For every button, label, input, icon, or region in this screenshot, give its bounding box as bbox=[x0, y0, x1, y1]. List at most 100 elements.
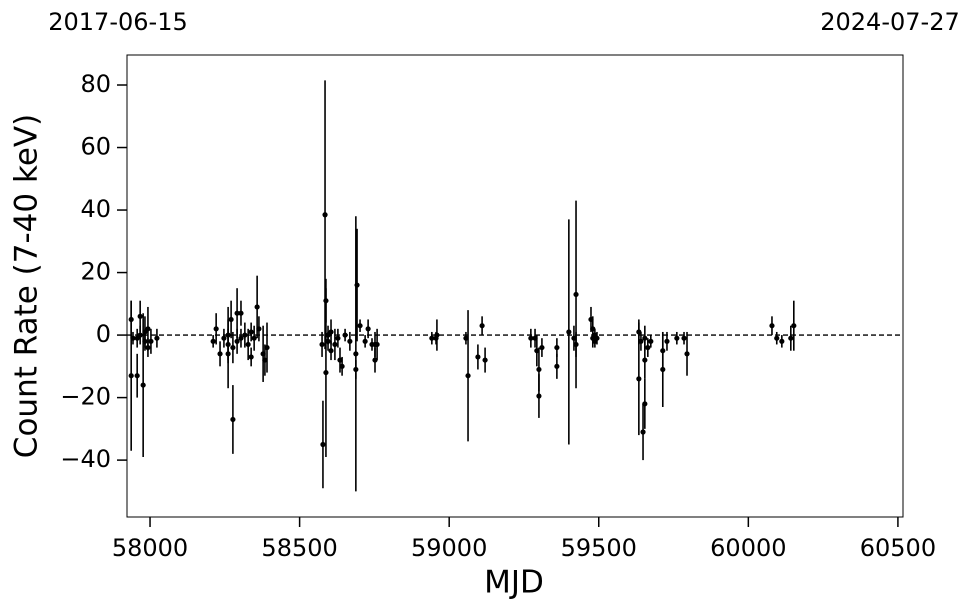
data-point bbox=[539, 344, 545, 351]
data-point bbox=[554, 363, 560, 369]
data-point bbox=[137, 332, 143, 338]
data-point bbox=[245, 341, 251, 348]
data-point bbox=[353, 351, 359, 357]
data-point bbox=[154, 335, 160, 341]
data-point bbox=[636, 376, 642, 382]
data-point bbox=[248, 354, 254, 360]
data-point bbox=[248, 329, 254, 335]
x-tick-label: 59000 bbox=[411, 534, 487, 562]
data-point bbox=[357, 323, 363, 329]
data-point bbox=[335, 335, 341, 341]
data-point bbox=[674, 335, 680, 341]
data-point bbox=[319, 341, 325, 348]
data-point bbox=[642, 357, 648, 363]
data-point bbox=[234, 310, 240, 316]
data-point bbox=[648, 338, 654, 344]
data-point bbox=[769, 323, 775, 329]
data-point bbox=[328, 329, 334, 335]
data-point bbox=[536, 393, 542, 399]
y-tick-label: 0 bbox=[96, 320, 111, 348]
y-axis-label: Count Rate (7-40 keV) bbox=[9, 114, 45, 458]
data-point bbox=[566, 329, 572, 335]
data-point bbox=[640, 429, 646, 435]
x-tick-label: 60000 bbox=[710, 534, 786, 562]
data-point bbox=[320, 441, 326, 448]
data-point bbox=[254, 304, 260, 310]
data-point bbox=[145, 326, 151, 332]
y-tick-label: 40 bbox=[80, 195, 111, 223]
data-point bbox=[554, 344, 560, 351]
y-tick-label: 80 bbox=[80, 70, 111, 98]
data-point bbox=[238, 335, 244, 341]
data-point bbox=[362, 338, 368, 344]
top-date-label: 2017-06-15 bbox=[48, 8, 187, 36]
x-axis-label: MJD bbox=[484, 565, 544, 601]
x-tick-label: 60500 bbox=[860, 534, 936, 562]
data-point bbox=[642, 401, 648, 407]
data-point bbox=[465, 373, 471, 379]
data-point bbox=[528, 335, 534, 341]
data-point bbox=[210, 338, 216, 344]
y-tick-label: −20 bbox=[60, 383, 111, 411]
data-point bbox=[774, 335, 780, 341]
y-tick-label: 60 bbox=[80, 133, 111, 161]
data-point bbox=[217, 351, 223, 357]
data-point bbox=[347, 338, 353, 344]
data-point bbox=[788, 335, 794, 341]
data-point bbox=[684, 351, 690, 357]
data-point bbox=[664, 338, 670, 344]
data-point bbox=[573, 291, 579, 298]
data-point bbox=[374, 341, 380, 348]
data-point bbox=[779, 338, 785, 344]
x-tick-label: 59500 bbox=[561, 534, 637, 562]
data-point bbox=[475, 354, 481, 360]
data-point bbox=[536, 366, 542, 373]
data-point bbox=[242, 332, 248, 338]
data-point bbox=[479, 323, 485, 329]
data-point bbox=[325, 338, 331, 344]
data-point bbox=[142, 338, 148, 344]
data-point bbox=[256, 326, 262, 332]
data-point bbox=[234, 338, 240, 344]
data-point bbox=[323, 369, 329, 376]
data-point bbox=[140, 382, 146, 388]
x-tick-label: 58500 bbox=[261, 534, 337, 562]
data-point bbox=[342, 332, 348, 338]
data-point bbox=[365, 326, 371, 332]
data-point bbox=[354, 282, 360, 288]
data-point bbox=[594, 335, 600, 341]
data-point bbox=[681, 335, 687, 341]
data-point bbox=[434, 332, 440, 338]
data-point bbox=[213, 326, 219, 332]
data-point bbox=[148, 338, 154, 344]
data-point bbox=[228, 316, 234, 323]
data-point bbox=[230, 416, 236, 423]
data-point bbox=[264, 344, 270, 351]
data-point bbox=[429, 335, 435, 341]
data-point bbox=[482, 357, 488, 363]
data-point bbox=[230, 344, 236, 351]
y-tick-label: −40 bbox=[60, 445, 111, 473]
data-point bbox=[145, 344, 151, 351]
data-point bbox=[339, 363, 345, 369]
data-point bbox=[128, 373, 134, 379]
data-point bbox=[642, 335, 648, 341]
x-tick-label: 58000 bbox=[112, 534, 188, 562]
data-point bbox=[328, 348, 334, 354]
data-point bbox=[225, 341, 231, 348]
data-point bbox=[660, 366, 666, 373]
data-point bbox=[638, 338, 644, 344]
data-point bbox=[238, 310, 244, 316]
data-point bbox=[791, 323, 797, 329]
data-point bbox=[221, 335, 227, 341]
data-point bbox=[353, 366, 359, 373]
data-point bbox=[645, 344, 651, 351]
data-point bbox=[251, 335, 257, 341]
top-date-label: 2024-07-27 bbox=[820, 8, 959, 36]
data-point bbox=[332, 341, 338, 348]
data-point bbox=[130, 335, 136, 341]
data-point bbox=[134, 373, 140, 379]
plot-frame bbox=[126, 54, 904, 518]
